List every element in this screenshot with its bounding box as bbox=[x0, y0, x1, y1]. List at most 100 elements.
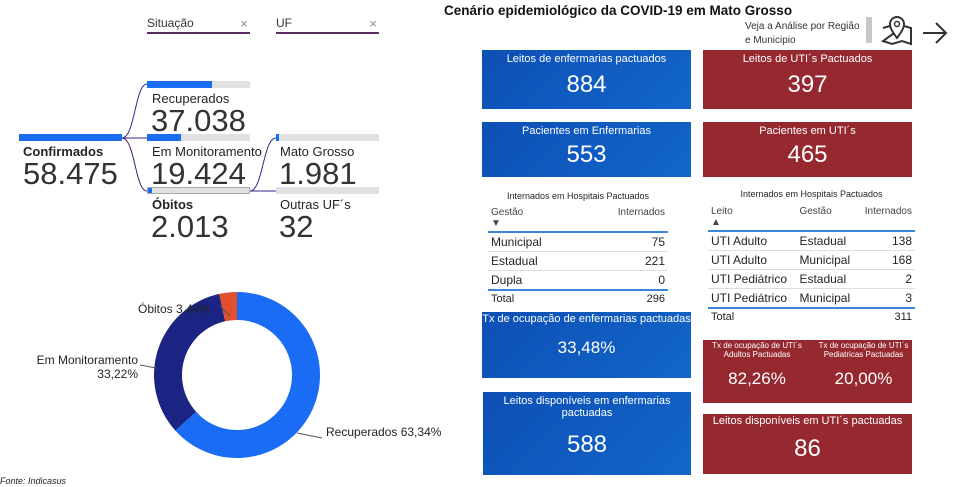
cell: Municipal bbox=[491, 235, 542, 249]
tx-uti-adultos: Tx de ocupação de UTI´s Adultos Pactuada… bbox=[707, 341, 807, 389]
situacao-donut-chart bbox=[139, 292, 323, 458]
card-title: Tx de ocupação de UTI´s Adultos Pactuada… bbox=[712, 341, 802, 359]
cell: 168 bbox=[891, 253, 912, 267]
table-row: UTI Pediátrico Municipal 3 bbox=[708, 289, 915, 308]
table-uti: Leito ▲ Gestão Internados UTI Adulto Estad… bbox=[708, 204, 915, 325]
cell: Estadual bbox=[491, 254, 538, 268]
uf-filter[interactable]: UF × bbox=[276, 16, 379, 34]
donut-leader-line bbox=[219, 305, 231, 317]
confirmados-bar[interactable] bbox=[19, 134, 122, 141]
clear-filter-icon[interactable]: × bbox=[369, 16, 377, 31]
table-uti-title: Internados em Hospitais Pactuados bbox=[740, 189, 883, 199]
column-header-leito[interactable]: Leito ▲ bbox=[711, 206, 733, 228]
card-value: 397 bbox=[787, 71, 828, 98]
card-title: Leitos de UTI´s Pactuados bbox=[742, 53, 873, 65]
obitos-bar[interactable] bbox=[147, 187, 250, 194]
cell: 311 bbox=[894, 311, 912, 323]
obitos-label: Óbitos bbox=[152, 197, 194, 212]
uf-filter-label: UF bbox=[276, 16, 292, 30]
region-analysis-link[interactable]: Veja a Análise por Região e Municipio bbox=[745, 20, 860, 48]
recuperados-bar[interactable] bbox=[147, 81, 250, 88]
leitos-enfermarias-card: Leitos de enfermarias pactuados 884 bbox=[482, 50, 691, 109]
confirmados-label: Confirmados bbox=[23, 144, 104, 159]
cell: Municipal bbox=[799, 291, 851, 305]
column-header-internados[interactable]: Internados bbox=[617, 207, 665, 218]
card-value: 82,26% bbox=[728, 369, 786, 388]
cell: Estadual bbox=[799, 272, 847, 286]
card-value: 33,48% bbox=[557, 338, 616, 357]
card-title: Leitos disponíveis em UTI´s pactuadas bbox=[712, 415, 903, 427]
cell: 138 bbox=[891, 234, 912, 248]
cell bbox=[796, 308, 857, 325]
tx-uti-pediatricas: Tx de ocupação de UTI´s Pediatricas Pact… bbox=[817, 341, 910, 389]
link-line-1: Veja a Análise por Região bbox=[745, 21, 860, 32]
cell: 0 bbox=[658, 273, 665, 287]
cell: UTI Pediátrico bbox=[711, 272, 788, 286]
card-title: Tx de ocupação de enfermarias pactuadas bbox=[482, 313, 691, 325]
tx-ocupacao-uti-card: Tx de ocupação de UTI´s Adultos Pactuada… bbox=[703, 340, 912, 403]
donut-slice-monitoramento[interactable] bbox=[154, 293, 226, 431]
card-value: 588 bbox=[566, 431, 608, 458]
link-line-2: e Municipio bbox=[745, 35, 796, 46]
card-value: 553 bbox=[566, 141, 607, 168]
cell: UTI Pediátrico bbox=[711, 291, 788, 305]
mato-grosso-label: Mato Grosso bbox=[280, 144, 355, 159]
cell: 75 bbox=[651, 235, 665, 249]
cell: Dupla bbox=[491, 273, 523, 287]
monitoramento-bar[interactable] bbox=[147, 134, 250, 141]
card-value: 86 bbox=[794, 435, 821, 462]
outras-uf-value: 32 bbox=[279, 209, 314, 244]
total-row: Total 311 bbox=[708, 308, 915, 325]
leitos-uti-card: Leitos de UTI´s Pactuados 397 bbox=[703, 50, 912, 109]
card-value: 884 bbox=[566, 71, 607, 98]
table-enf-title: Internados em Hospitais Pactuados bbox=[506, 191, 650, 201]
page-title: Cenário epidemiológico da COVID-19 em Ma… bbox=[444, 3, 793, 18]
cell: 3 bbox=[905, 291, 912, 305]
pacientes-enfermarias-card: Pacientes em Enfermarias 553 bbox=[482, 122, 691, 177]
recuperados-value: 37.038 bbox=[151, 103, 246, 138]
leitos-disponiveis-enfermarias-card: Leitos disponíveis em enfermarias pactua… bbox=[483, 392, 691, 475]
mato-grosso-value: 1.981 bbox=[279, 156, 357, 191]
donut-leader-line bbox=[296, 432, 323, 439]
clear-filter-icon[interactable]: × bbox=[240, 16, 248, 31]
monitoramento-label: Em Monitoramento bbox=[152, 144, 262, 159]
cell: 296 bbox=[646, 293, 665, 305]
divider bbox=[866, 17, 872, 43]
donut-slice-recuperados[interactable] bbox=[175, 292, 320, 458]
cell: UTI Adulto bbox=[711, 234, 768, 248]
cell: UTI Adulto bbox=[711, 253, 768, 267]
table-enfermarias: Gestão ▼ Internados Municipal 75 Estadual 2… bbox=[488, 205, 668, 307]
cell: 2 bbox=[905, 272, 912, 286]
tx-ocupacao-enfermarias-card: Tx de ocupação de enfermarias pactuadas … bbox=[482, 312, 691, 378]
source-note: Fonte: Indicasus bbox=[0, 476, 67, 486]
sort-desc-icon: ▼ bbox=[491, 218, 501, 229]
donut-label-monitoramento-pct: 33,22% bbox=[97, 367, 138, 381]
sort-asc-icon: ▲ bbox=[711, 217, 721, 228]
cell: Total bbox=[491, 293, 515, 305]
donut-leader-line bbox=[139, 364, 157, 369]
donut-slice-obitos[interactable] bbox=[219, 292, 237, 322]
map-pin-icon[interactable] bbox=[880, 14, 914, 46]
cell: Estadual bbox=[799, 234, 847, 248]
table-row: UTI Pediátrico Estadual 2 bbox=[708, 270, 915, 289]
column-header-gestao[interactable]: Gestão bbox=[799, 206, 832, 217]
donut-label-obitos: Óbitos 3,44% bbox=[138, 302, 211, 316]
situacao-filter[interactable]: Situação × bbox=[147, 16, 250, 34]
donut-label-recuperados: Recuperados 63,34% bbox=[326, 425, 442, 439]
column-header-internados[interactable]: Internados bbox=[864, 206, 912, 217]
card-title: Leitos de enfermarias pactuados bbox=[506, 53, 667, 65]
column-header-gestao[interactable]: Gestão ▼ bbox=[491, 207, 524, 229]
outras-uf-label: Outras UF´s bbox=[280, 197, 351, 212]
outras-uf-bar[interactable] bbox=[276, 187, 379, 194]
pacientes-uti-card: Pacientes em UTI´s 465 bbox=[703, 122, 912, 177]
table-row: UTI Adulto Municipal 168 bbox=[708, 251, 915, 270]
mato-grosso-bar[interactable] bbox=[276, 134, 379, 141]
card-value: 20,00% bbox=[834, 369, 893, 388]
cell: Total bbox=[711, 311, 735, 323]
cell: 221 bbox=[644, 254, 665, 268]
donut-label-monitoramento-name: Em Monitoramento bbox=[36, 353, 138, 367]
card-title: Leitos disponíveis em enfermarias pactua… bbox=[503, 395, 671, 419]
arrow-right-icon[interactable] bbox=[922, 20, 948, 46]
table-row: Dupla 0 bbox=[488, 271, 668, 290]
recuperados-label: Recuperados bbox=[152, 91, 230, 106]
